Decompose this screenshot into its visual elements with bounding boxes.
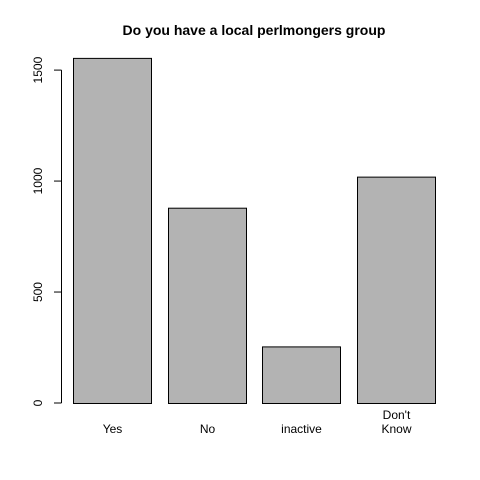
x-category-label-2: inactive xyxy=(281,422,322,436)
y-tick-label-3: 1500 xyxy=(31,56,45,83)
bar-0 xyxy=(73,57,152,405)
x-category-label-3: Don't Know xyxy=(381,408,411,436)
bar-3 xyxy=(357,176,436,404)
y-tick-label-0: 0 xyxy=(31,399,45,406)
x-axis-labels: Yes No inactive Don't Know xyxy=(103,408,412,436)
bars-group xyxy=(73,57,436,405)
x-category-label-0: Yes xyxy=(103,422,123,436)
bar-1 xyxy=(168,207,247,404)
bar-2 xyxy=(262,346,341,405)
y-tick-label-2: 1000 xyxy=(31,167,45,194)
y-axis: 0 500 1000 1500 xyxy=(31,56,62,406)
chart-title: Do you have a local perlmongers group xyxy=(123,22,386,38)
y-tick-label-1: 500 xyxy=(31,282,45,302)
x-category-label-1: No xyxy=(200,422,216,436)
